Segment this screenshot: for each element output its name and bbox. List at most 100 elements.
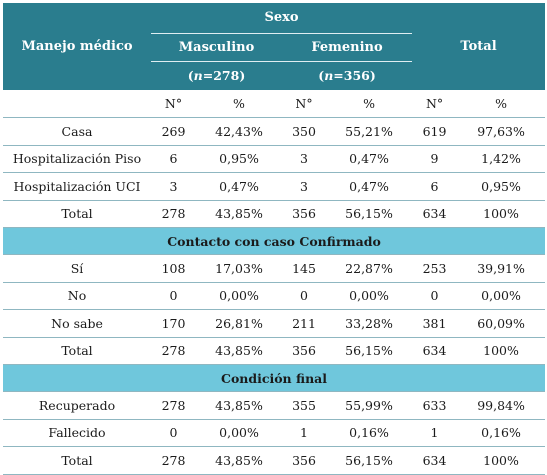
table-cell: 1 [282,419,326,447]
table-cell: 0,95% [196,145,282,173]
table-cell: 0,00% [457,282,546,310]
table-cell: 253 [412,254,458,283]
table-cell: 1,42% [457,145,546,173]
row-label: Recuperado [3,391,151,420]
table-cell: 0,47% [326,145,413,173]
table-cell: 356 [282,337,326,365]
table-cell: 145 [282,254,326,283]
table-cell: 56,15% [326,200,413,228]
table-cell: 0,95% [457,172,546,201]
table-cell: 55,99% [326,391,413,420]
table-cell: 0 [282,282,326,310]
table-cell: 60,09% [457,309,546,338]
table-cell: 0 [151,419,196,447]
table-cell: 0,00% [196,419,282,447]
table-cell: 3 [282,172,326,201]
table-cell: 0,47% [196,172,282,201]
table-cell: 22,87% [326,254,413,283]
table-cell: 17,03% [196,254,282,283]
table-cell: 43,85% [196,391,282,420]
header-total: Total [412,3,546,90]
header-masculino: Masculino [151,33,282,62]
table-cell: 55,21% [326,117,413,146]
header-male-n: (n=278) [151,61,282,90]
table-cell: 100% [457,446,546,475]
row-label: Total [3,200,151,228]
data-table-container: Manejo médico Sexo Total Masculino Femen… [3,3,546,475]
table-row: Hospitalización UCI 3 0,47% 3 0,47% 6 0,95% [3,172,546,201]
table-cell: 211 [282,309,326,338]
table-cell: 170 [151,309,196,338]
table-cell: 0,16% [326,419,413,447]
table-cell: 269 [151,117,196,146]
subheader-total-percent: % [457,90,546,118]
subheader-female-count: N° [282,90,326,118]
table-cell: 278 [151,337,196,365]
header-femenino: Femenino [282,33,413,62]
subheader-male-percent: % [196,90,282,118]
row-label: Total [3,446,151,475]
row-label: No [3,282,151,310]
table-cell: 634 [412,446,458,475]
table-cell: 43,85% [196,200,282,228]
table-cell: 619 [412,117,458,146]
table-cell: 100% [457,200,546,228]
table-cell: 26,81% [196,309,282,338]
table-cell: 1 [412,419,458,447]
table-cell: 278 [151,200,196,228]
table-cell: 634 [412,337,458,365]
table-cell: 634 [412,200,458,228]
subheader-male-count: N° [151,90,196,118]
table-cell: 0,00% [196,282,282,310]
table-cell: 350 [282,117,326,146]
table-cell: 97,63% [457,117,546,146]
header-sexo: Sexo [151,3,413,34]
table-cell: 33,28% [326,309,413,338]
table-row: Hospitalización Piso 6 0,95% 3 0,47% 9 1,42% [3,145,546,173]
table-cell: 356 [282,200,326,228]
table-row: No 0 0,00% 0 0,00% 0 0,00% [3,282,546,310]
table-cell: 633 [412,391,458,420]
table-row: No sabe 170 26,81% 211 33,28% 381 60,09% [3,309,546,338]
table-cell: 3 [151,172,196,201]
table-cell: 0,16% [457,419,546,447]
row-label: No sabe [3,309,151,338]
row-label: Total [3,337,151,365]
table-cell: 3 [282,145,326,173]
table-row: Total 278 43,85% 356 56,15% 634 100% [3,337,546,365]
table-cell: 356 [282,446,326,475]
table-row: Sí 108 17,03% 145 22,87% 253 39,91% [3,254,546,283]
table-cell: 355 [282,391,326,420]
table-cell: 99,84% [457,391,546,420]
table-cell: 278 [151,391,196,420]
table-cell: 42,43% [196,117,282,146]
table-cell: 0 [151,282,196,310]
table-cell: 278 [151,446,196,475]
table-row: Recuperado 278 43,85% 355 55,99% 633 99,84% [3,391,546,420]
header-manejo-medico: Manejo médico [3,3,151,90]
row-label: Fallecido [3,419,151,447]
subheader-empty [3,90,151,118]
table-cell: 100% [457,337,546,365]
table-row: Casa 269 42,43% 350 55,21% 619 97,63% [3,117,546,146]
table-cell: 43,85% [196,337,282,365]
section-title: Contacto con caso Confirmado [3,227,546,255]
table-cell: 381 [412,309,458,338]
row-label: Hospitalización Piso [3,145,151,173]
table-cell: 108 [151,254,196,283]
table-cell: 43,85% [196,446,282,475]
subheader-row: N° % N° % N° % [3,90,546,118]
table-cell: 0,47% [326,172,413,201]
table-cell: 9 [412,145,458,173]
table-row: Fallecido 0 0,00% 1 0,16% 1 0,16% [3,419,546,447]
table-row: Total 278 43,85% 356 56,15% 634 100% [3,446,546,475]
table-cell: 0 [412,282,458,310]
table-cell: 56,15% [326,337,413,365]
header-female-n: (n=356) [282,61,413,90]
section-header-row: Condición final [3,364,546,392]
section-header-row: Contacto con caso Confirmado [3,227,546,255]
subheader-female-percent: % [326,90,413,118]
table-cell: 39,91% [457,254,546,283]
section-title: Condición final [3,364,546,392]
data-table: Manejo médico Sexo Total Masculino Femen… [3,3,546,475]
